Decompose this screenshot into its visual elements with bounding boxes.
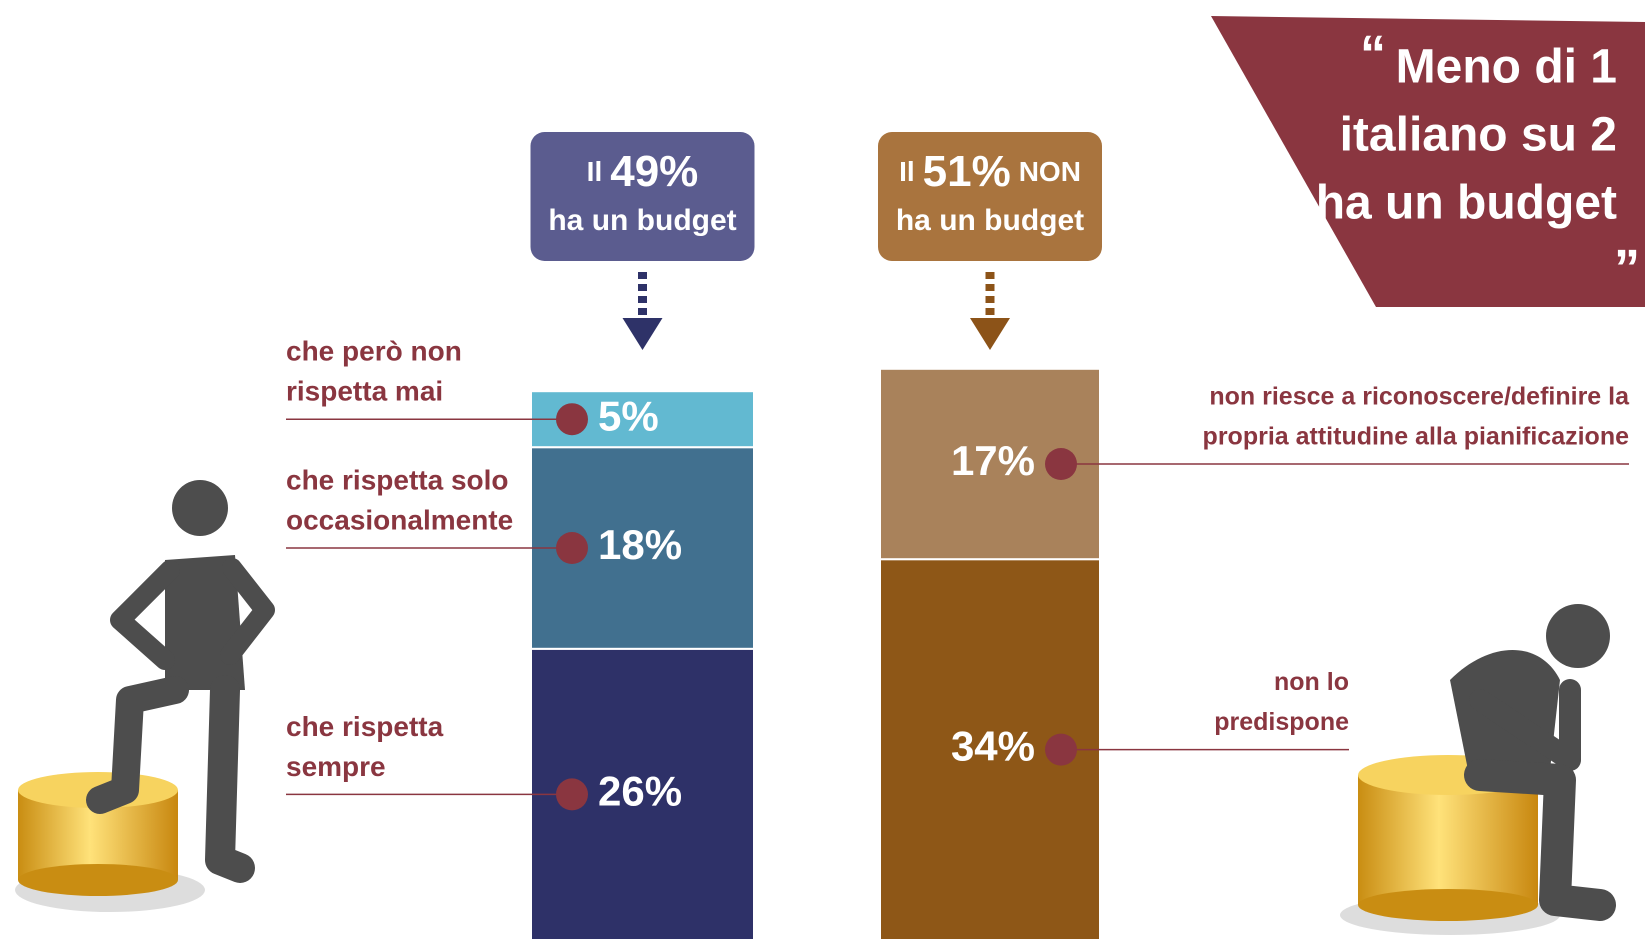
segment-label: non riesce a riconoscere/definire la: [1209, 383, 1630, 411]
segment-label: occasionalmente: [286, 504, 513, 535]
segment-label: che però non: [286, 336, 462, 367]
value-label: 17%: [951, 437, 1035, 484]
segment-label: propria attitudine alla pianificazione: [1203, 423, 1630, 451]
infographic: “Meno di 1italiano su 2ha un budget” Il4…: [0, 0, 1651, 940]
segment-label: non lo: [1274, 668, 1349, 696]
quote-line: ha un budget: [1316, 177, 1617, 230]
segment-label: sempre: [286, 751, 386, 782]
dot: [556, 532, 588, 564]
segment-label: che rispetta: [286, 711, 444, 742]
value-label: 18%: [598, 521, 682, 568]
segment-label: predispone: [1214, 708, 1349, 736]
dot: [1045, 734, 1077, 766]
value-label: 26%: [598, 767, 682, 814]
header-prefix: Il: [899, 156, 915, 187]
value-label: 34%: [951, 723, 1035, 770]
dot: [1045, 448, 1077, 480]
header-prefix: Il: [587, 156, 603, 187]
dot: [556, 778, 588, 810]
header-line2: ha un budget: [896, 204, 1084, 237]
arrow-head: [970, 318, 1010, 350]
value-label: 5%: [598, 392, 659, 439]
arrow-head: [623, 318, 663, 350]
header-suffix: NON: [1019, 156, 1081, 187]
header-line2: ha un budget: [548, 204, 736, 237]
quote-line: italiano su 2: [1340, 109, 1617, 162]
quote-open: “: [1360, 26, 1386, 84]
segment-label: rispetta mai: [286, 376, 443, 407]
dot: [556, 403, 588, 435]
header-total: 49%: [610, 147, 698, 196]
segment-label: che rispetta solo: [286, 464, 509, 495]
header-total: 51%: [923, 147, 1011, 196]
quote-close: ”: [1614, 240, 1640, 298]
quote-line: Meno di 1: [1396, 41, 1617, 94]
